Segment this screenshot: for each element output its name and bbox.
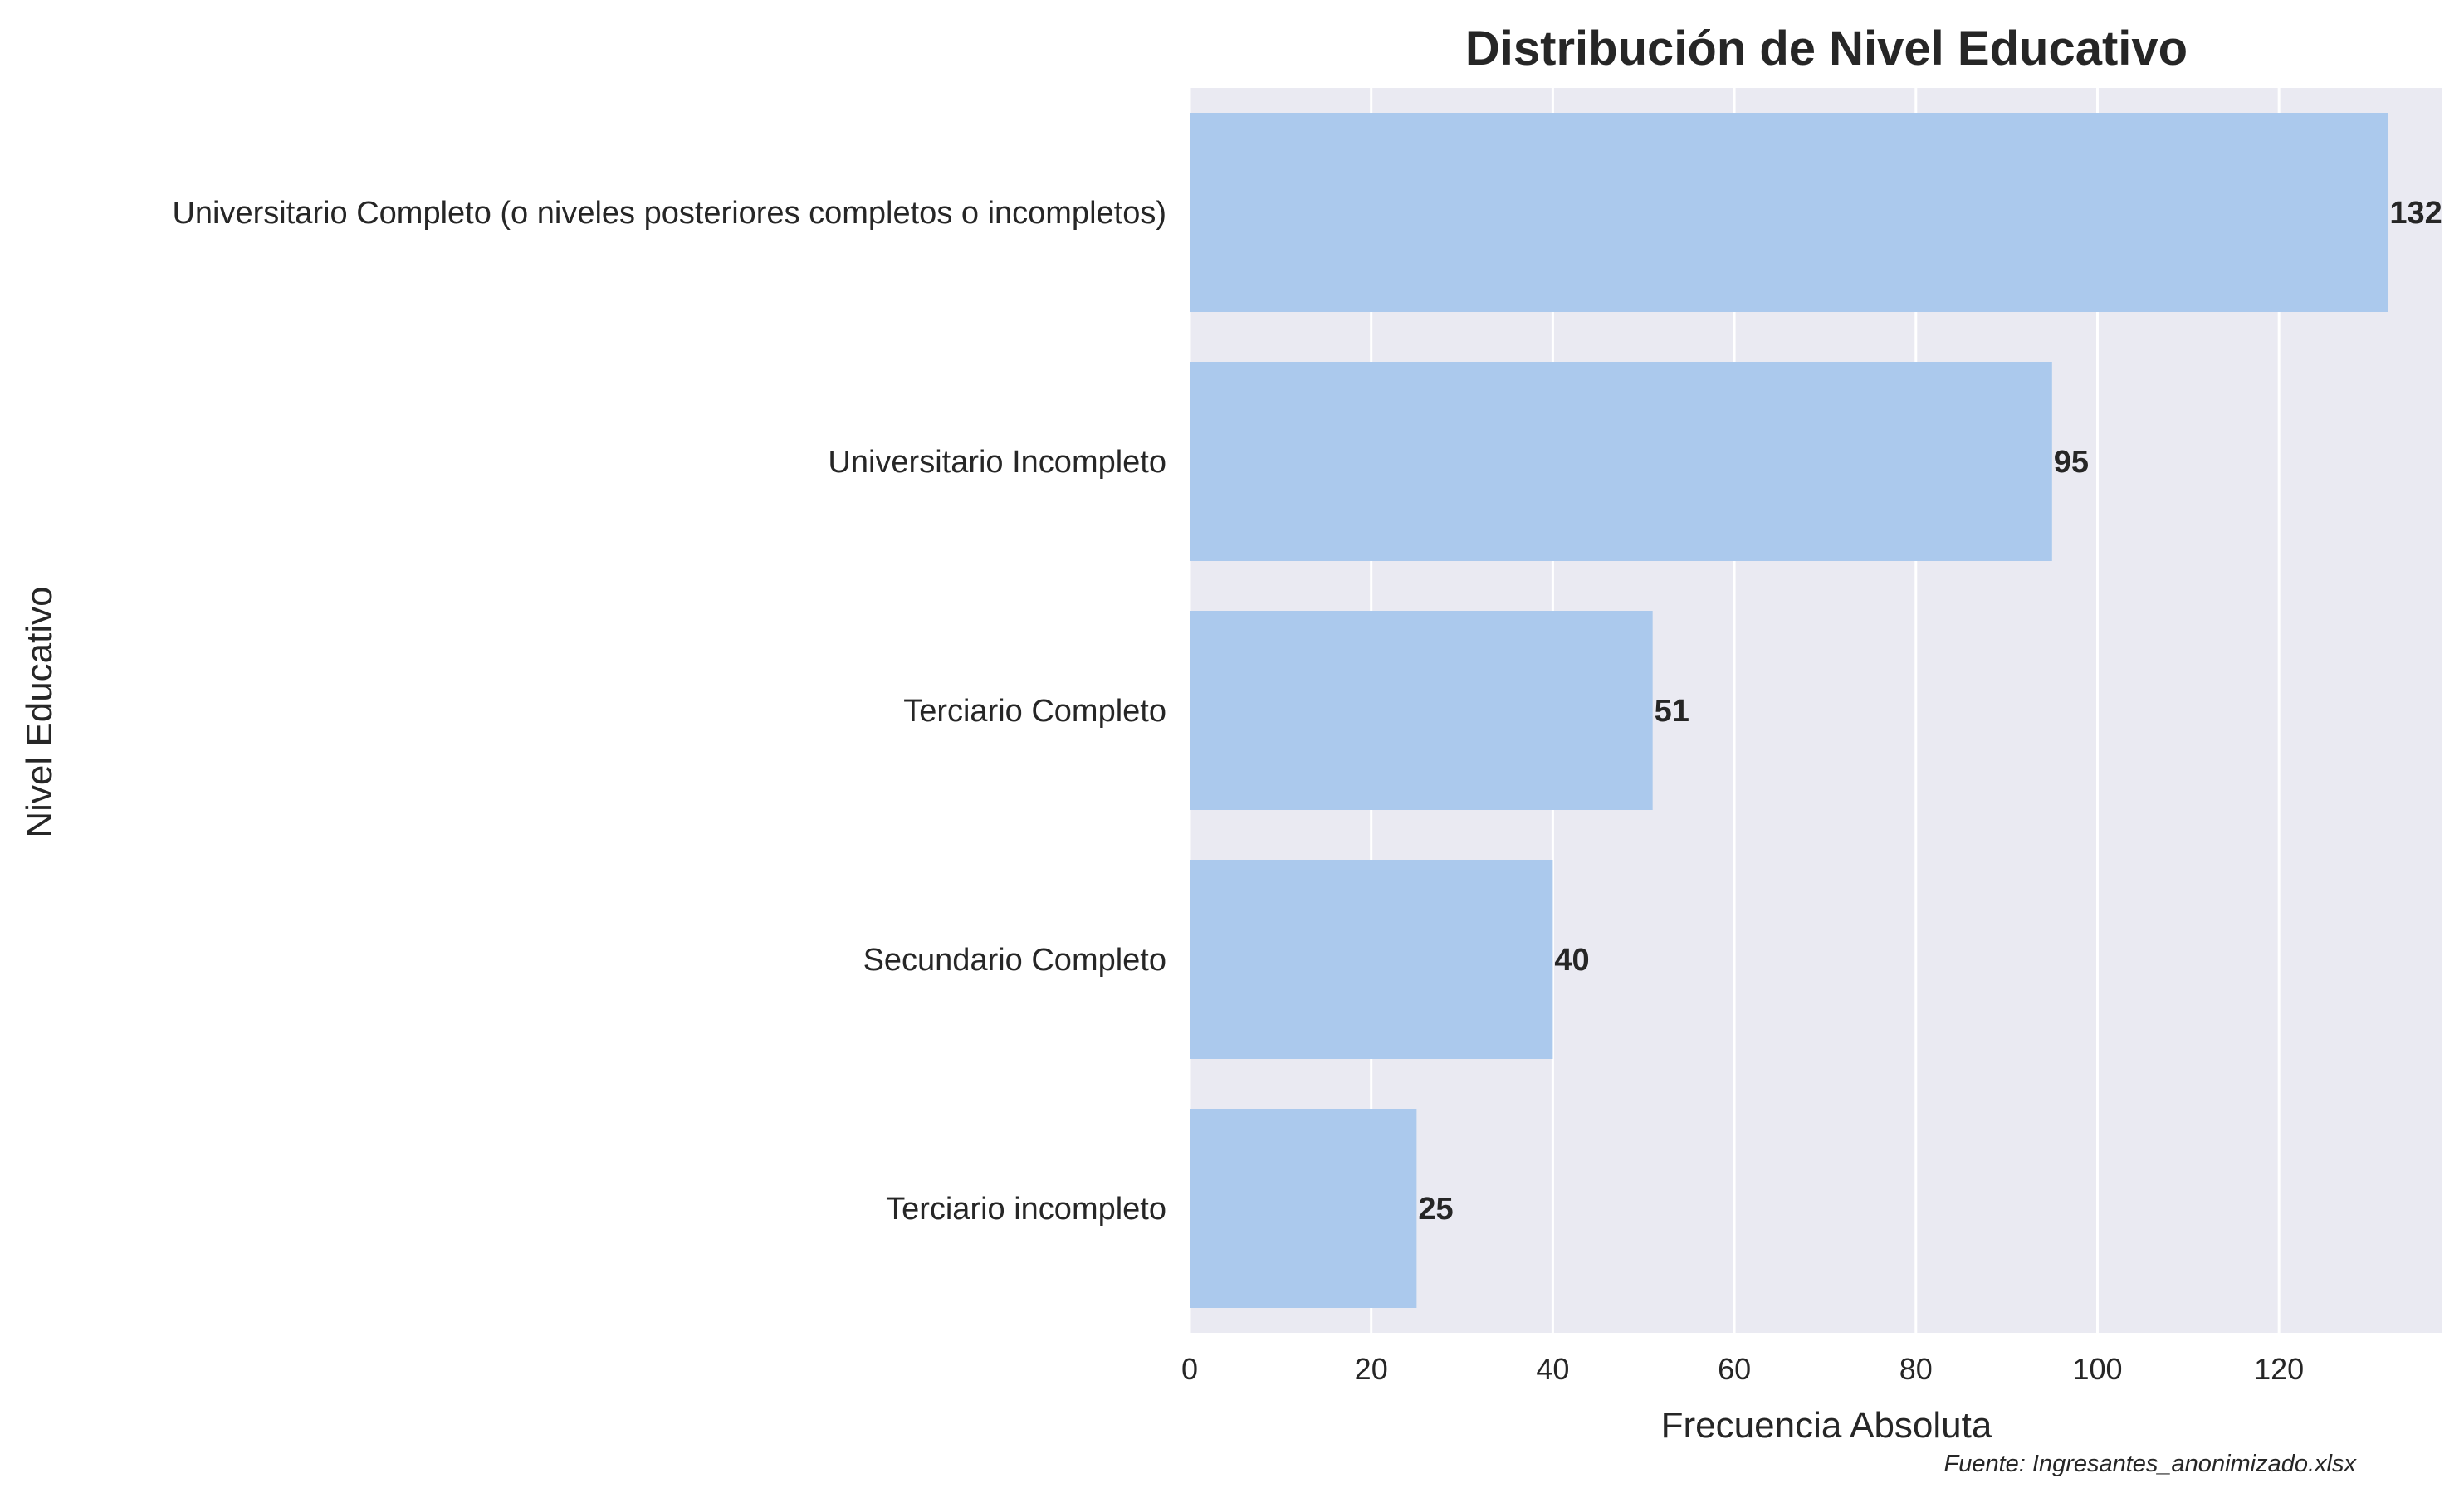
category-label: Terciario incompleto (886, 1192, 1166, 1227)
x-tick-label: 80 (1899, 1352, 1933, 1386)
x-tick-labels: 0 20 40 60 80 100 120 (1181, 1352, 2304, 1386)
data-label: 40 (1554, 943, 1589, 978)
y-axis-label: Nivel Educativo (19, 586, 60, 837)
source-note: Fuente: Ingresantes_anonimizado.xlsx (1943, 1451, 2357, 1477)
chart-title: Distribución de Nivel Educativo (1465, 22, 2188, 76)
data-labels: 132 95 51 40 25 (1418, 196, 2442, 1227)
x-tick-label: 60 (1718, 1352, 1751, 1386)
category-label: Terciario Completo (903, 694, 1166, 729)
category-label: Universitario Completo (o niveles poster… (172, 196, 1166, 231)
bar (1190, 860, 1553, 1059)
x-tick-label: 100 (2072, 1352, 2122, 1386)
x-tick-label: 0 (1181, 1352, 1198, 1386)
data-label: 51 (1655, 694, 1689, 729)
bar (1190, 113, 2388, 312)
category-labels: Universitario Completo (o niveles poster… (172, 196, 1166, 1227)
x-tick-label: 120 (2254, 1352, 2304, 1386)
bar (1190, 611, 1653, 810)
bars (1190, 113, 2388, 1308)
x-tick-label: 20 (1355, 1352, 1388, 1386)
bar (1190, 1109, 1417, 1308)
x-tick-label: 40 (1536, 1352, 1569, 1386)
bar (1190, 362, 2052, 561)
data-label: 95 (2054, 445, 2089, 480)
category-label: Secundario Completo (863, 943, 1166, 978)
data-label: 25 (1418, 1192, 1453, 1227)
x-axis-label: Frecuencia Absoluta (1661, 1405, 1992, 1446)
data-label: 132 (2389, 196, 2442, 231)
category-label: Universitario Incompleto (828, 445, 1166, 480)
